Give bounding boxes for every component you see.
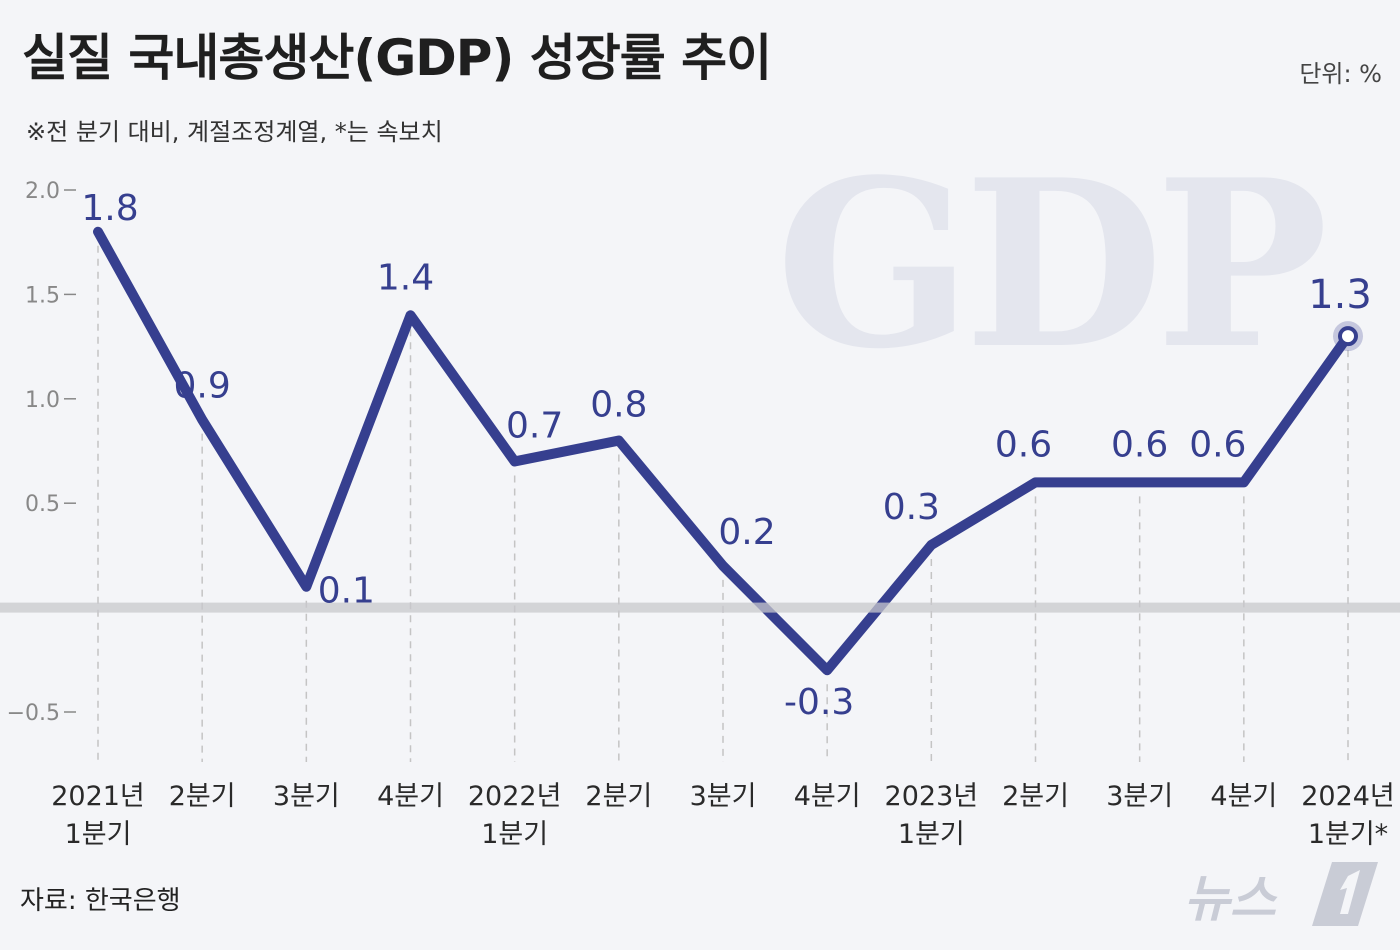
x-axis: 2021년 1분기 2분기 3분기 4분기 2022년 1분기 2분기 3분기 4분기 2023년 1… [51, 781, 1395, 850]
data-label: 0.6 [995, 424, 1052, 465]
x-tick-label: 2분기 [585, 781, 652, 812]
x-tick-line: 4분기 [377, 781, 444, 812]
x-tick-line: 2분기 [585, 781, 652, 812]
x-tick-line: 2021년 [51, 781, 145, 812]
x-tick-label: 2022년 1분기 [468, 781, 562, 850]
data-label-layer: 1.8 0.9 0.1 1.4 0.7 0.8 0.2 -0.3 0.3 0.6 0.6 0.6 1.3 [81, 188, 1371, 723]
x-tick-line: 1분기 [898, 819, 965, 850]
chart-subtitle: ※전 분기 대비, 계절조정계열, *는 속보치 [26, 118, 443, 146]
y-tick-label: 1.0 [25, 388, 60, 413]
y-tick-label: −0.5 [7, 701, 60, 726]
x-tick-label: 2023년 1분기 [885, 781, 979, 850]
x-tick-line: 1분기 [65, 819, 132, 850]
x-tick-line: 2분기 [1002, 781, 1069, 812]
x-tick-line: 2024년 [1301, 781, 1395, 812]
source-note: 자료: 한국은행 [20, 886, 181, 916]
zero-line [0, 602, 1400, 613]
svg-text:뉴스: 뉴스 [1184, 870, 1278, 928]
data-label: 1.4 [377, 257, 434, 298]
x-tick-label: 3분기 [690, 781, 757, 812]
x-tick-label: 2분기 [1002, 781, 1069, 812]
y-tick-label: 1.5 [25, 283, 60, 308]
x-tick-label: 2024년 1분기* [1301, 781, 1395, 850]
x-tick-label: 4분기 [794, 781, 861, 812]
gdp-watermark: GDP [776, 130, 1324, 400]
x-tick-label: 4분기 [377, 781, 444, 812]
last-point-marker [1338, 326, 1358, 347]
x-tick-label: 2021년 1분기 [51, 781, 145, 850]
data-label: -0.3 [784, 682, 854, 723]
x-tick-line: 1분기* [1308, 819, 1388, 850]
data-label: 0.2 [718, 512, 775, 553]
x-tick-line: 4분기 [794, 781, 861, 812]
x-tick-label: 3분기 [1106, 781, 1173, 812]
data-label: 0.6 [1111, 424, 1168, 465]
data-label: 1.8 [81, 188, 138, 229]
y-tick-label: 2.0 [25, 179, 60, 204]
watermark-layer: GDP [776, 130, 1332, 400]
x-tick-line: 2023년 [885, 781, 979, 812]
x-tick-label: 2분기 [169, 781, 236, 812]
data-label: 0.6 [1189, 424, 1246, 465]
zero-line-layer [0, 602, 1400, 613]
grid-layer [97, 245, 1349, 762]
x-tick-line: 3분기 [273, 781, 340, 812]
data-label: 0.9 [174, 366, 231, 407]
x-tick-label: 3분기 [273, 781, 340, 812]
data-label: 0.3 [883, 487, 940, 528]
line-chart: GDP 2.0 1.5 1.0 0.5 −0.5 1.8 0.9 0.1 1.4 0.7 0.8 0… [0, 130, 1400, 850]
news1-logo-icon: 뉴스 [1184, 862, 1378, 928]
x-tick-line: 2분기 [169, 781, 236, 812]
x-tick-line: 4분기 [1210, 781, 1277, 812]
data-label: 1.3 [1308, 272, 1372, 318]
data-label: 0.1 [318, 571, 375, 612]
x-tick-line: 1분기 [481, 819, 548, 850]
x-tick-label: 4분기 [1210, 781, 1277, 812]
x-tick-line: 3분기 [690, 781, 757, 812]
unit-label: 단위: % [1299, 60, 1382, 88]
series-line-layer [93, 226, 1363, 676]
data-label: 0.7 [506, 405, 563, 446]
y-tick-label: 0.5 [25, 492, 60, 517]
y-axis: 2.0 1.5 1.0 0.5 −0.5 [7, 179, 76, 726]
data-label: 0.8 [590, 385, 647, 426]
page-title: 실질 국내총생산(GDP) 성장률 추이 [22, 29, 772, 87]
x-tick-line: 2022년 [468, 781, 562, 812]
series-line [93, 226, 1353, 676]
x-tick-line: 3분기 [1106, 781, 1173, 812]
